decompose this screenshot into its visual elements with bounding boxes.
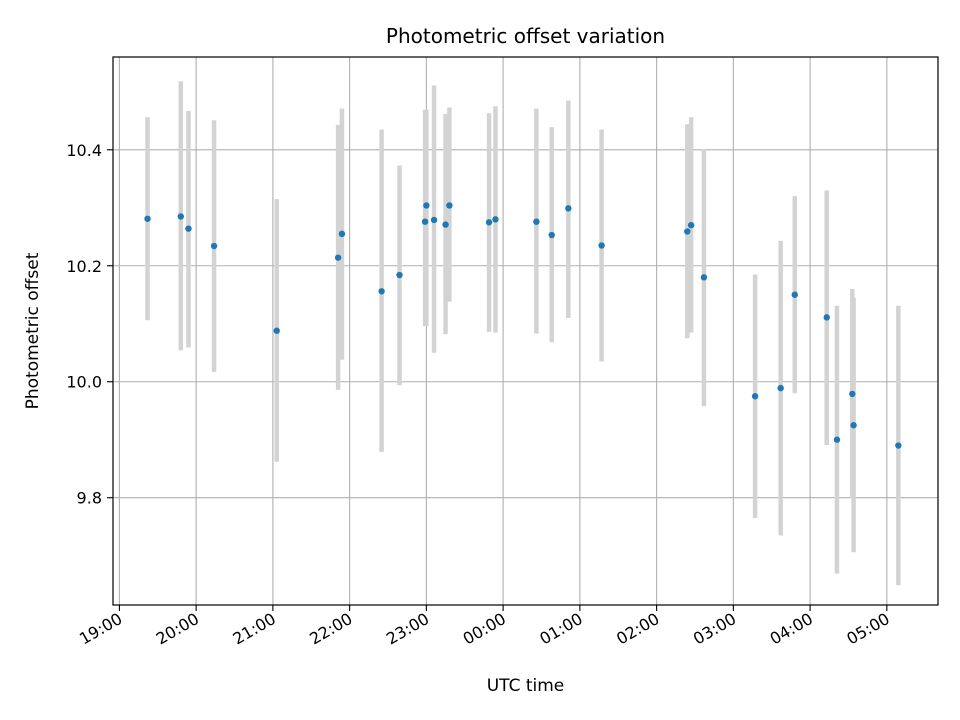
data-point — [421, 218, 429, 225]
y-tick-label: 9.8 — [77, 489, 102, 508]
x-tick-label: 03:00 — [690, 609, 739, 649]
data-point — [430, 216, 438, 224]
data-point — [378, 288, 385, 295]
data-point — [144, 215, 151, 222]
data-point — [823, 314, 830, 321]
x-tick-label: 20:00 — [153, 609, 202, 649]
x-axis-title: UTC time — [487, 676, 565, 696]
data-point — [185, 225, 192, 232]
data-point — [442, 221, 449, 228]
y-tick-label: 10.2 — [66, 257, 102, 276]
plot-frame — [112, 56, 939, 606]
data-point — [338, 230, 346, 238]
data-point — [895, 442, 902, 449]
data-point — [446, 202, 453, 209]
x-tick-label: 22:00 — [306, 609, 355, 649]
data-point — [598, 242, 605, 249]
data-point — [850, 422, 857, 429]
data-point — [791, 291, 798, 298]
y-tick-label: 10.0 — [66, 373, 102, 392]
data-point — [396, 271, 403, 279]
chart-title: Photometric offset variation — [386, 24, 665, 48]
data-point — [849, 390, 856, 398]
data-point — [565, 205, 572, 212]
data-point — [777, 384, 784, 392]
data-point — [423, 202, 430, 209]
x-tick-label: 23:00 — [383, 609, 432, 649]
data-point — [700, 274, 708, 281]
data-point — [273, 327, 280, 334]
data-point — [687, 221, 695, 229]
grid-lines — [113, 57, 938, 605]
x-tick-label: 00:00 — [460, 609, 509, 649]
data-point — [533, 218, 540, 225]
data-point — [548, 231, 555, 239]
data-point — [833, 436, 841, 443]
x-tick-label: 01:00 — [536, 609, 585, 649]
x-tick-label: 02:00 — [613, 609, 662, 649]
data-point — [485, 219, 493, 226]
x-tick-label: 05:00 — [843, 609, 892, 649]
x-tick-label: 21:00 — [229, 609, 278, 649]
x-tick-label: 19:00 — [76, 609, 125, 649]
data-point — [751, 393, 759, 400]
data-point — [210, 242, 218, 250]
y-axis-title: Photometric offset — [23, 252, 43, 409]
x-tick-label: 04:00 — [767, 609, 816, 649]
data-point — [177, 213, 184, 220]
data-point — [492, 216, 499, 223]
error-bars — [145, 81, 901, 586]
data-points — [144, 202, 902, 449]
data-point — [334, 254, 342, 261]
data-point — [684, 228, 691, 235]
y-tick-label: 10.4 — [66, 141, 102, 160]
